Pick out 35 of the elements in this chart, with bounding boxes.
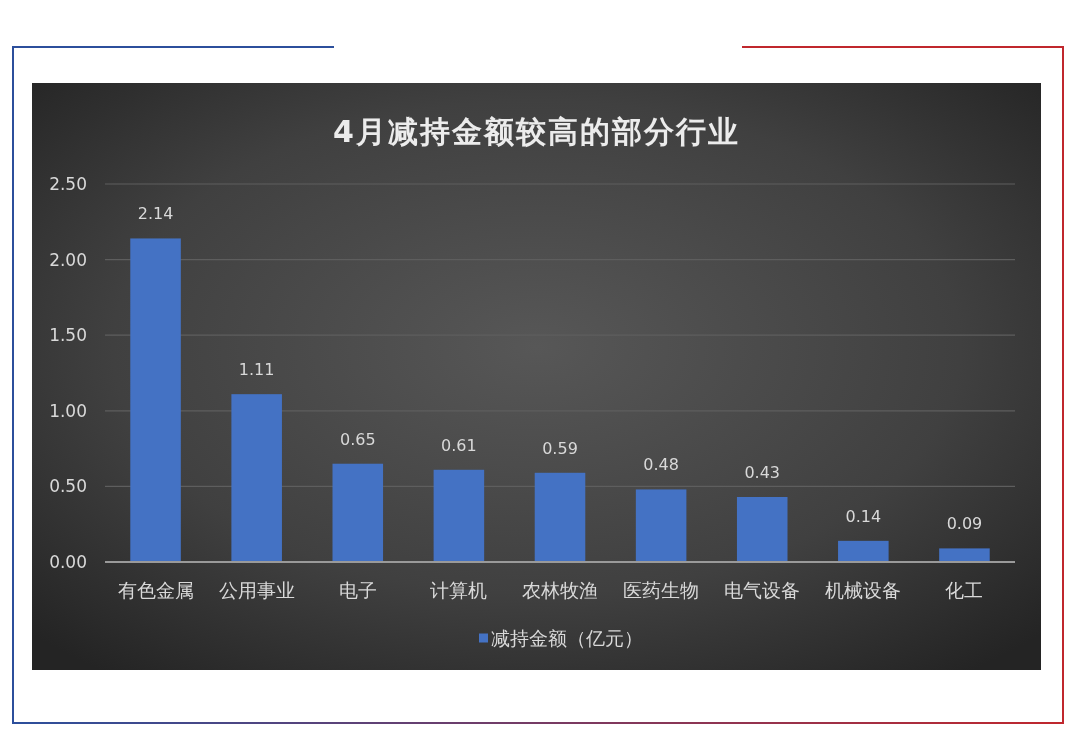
x-tick-label: 化工: [945, 579, 984, 601]
data-label: 1.11: [238, 360, 275, 380]
x-tick-label: 计算机: [430, 579, 488, 601]
legend-label: 减持金额（亿元）: [491, 627, 643, 649]
x-tick-label: 农林牧渔: [522, 579, 598, 601]
bar: [332, 463, 384, 562]
data-label: 0.61: [441, 435, 477, 455]
y-tick-label: 1.50: [49, 325, 87, 346]
bar: [231, 394, 282, 562]
y-tick-label: 0.50: [49, 476, 87, 497]
bar: [130, 238, 181, 562]
x-tick-label: 医药生物: [623, 579, 700, 601]
data-label: 0.09: [946, 514, 983, 534]
chart-title: 4月减持金额较高的部分行业: [333, 113, 740, 149]
y-tick-label: 2.00: [49, 249, 87, 270]
data-label: 0.59: [542, 438, 578, 458]
bar: [534, 472, 586, 562]
x-tick-label: 电气设备: [724, 579, 801, 601]
bar: [939, 548, 990, 562]
y-tick-label: 1.00: [49, 400, 87, 421]
data-label: 0.14: [845, 506, 882, 526]
bar: [635, 489, 687, 562]
bar: [736, 496, 788, 562]
x-tick-label: 公用事业: [218, 579, 295, 601]
data-label: 0.65: [339, 429, 376, 449]
y-tick-label: 0.00: [49, 552, 87, 572]
x-tick-label: 电子: [338, 579, 377, 601]
y-tick-label: 2.50: [49, 174, 87, 194]
bar: [433, 469, 485, 562]
data-label: 0.48: [643, 455, 679, 475]
data-label: 0.43: [744, 462, 781, 482]
bar: [838, 540, 889, 562]
data-label: 2.14: [137, 204, 174, 224]
x-tick-label: 有色金属: [117, 579, 194, 601]
x-tick-label: 机械设备: [825, 579, 902, 601]
